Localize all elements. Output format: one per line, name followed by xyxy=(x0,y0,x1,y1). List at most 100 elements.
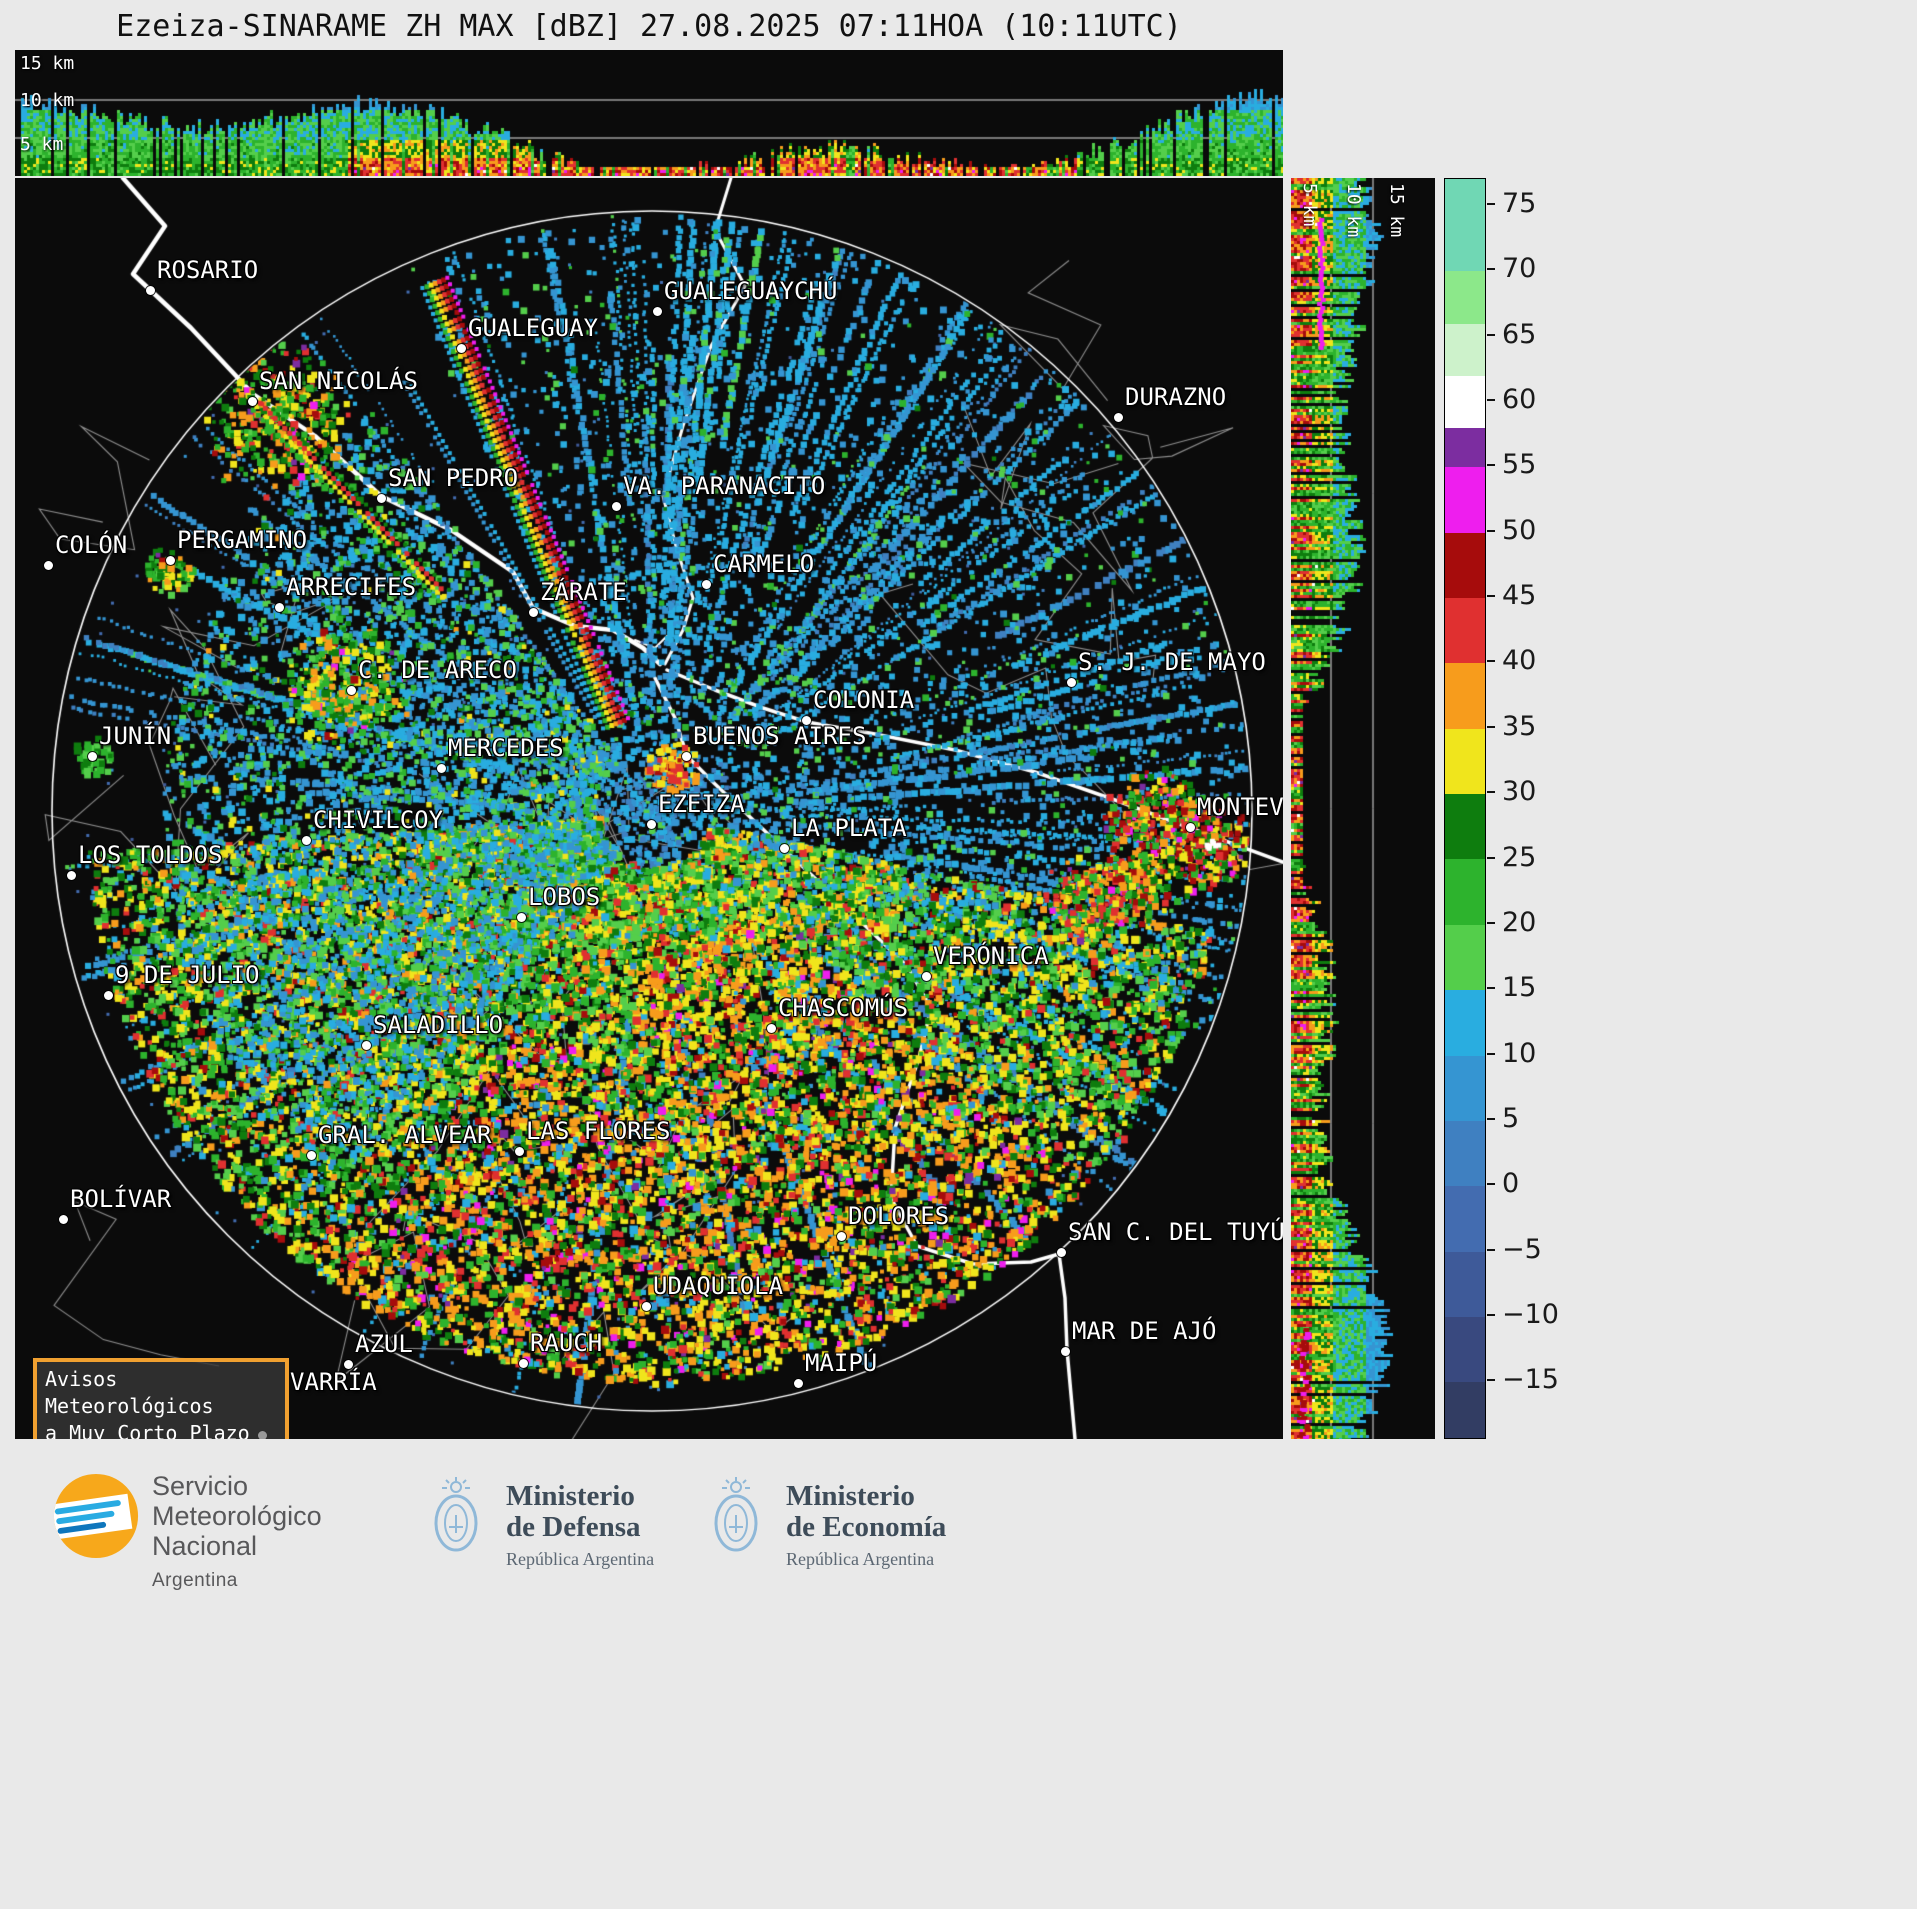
city-label: GRAL. ALVEAR xyxy=(318,1121,492,1149)
city-label: JUNÍN xyxy=(99,722,172,750)
city-label: 9 DE JULIO xyxy=(115,961,260,989)
ministry-line-2: de Defensa xyxy=(506,1511,641,1543)
city-label: SALADILLO xyxy=(373,1011,504,1039)
city-marker-dot xyxy=(794,1379,803,1388)
colorbar-segment xyxy=(1445,270,1485,324)
argentina-crest-icon xyxy=(714,1477,758,1552)
city-label: ARRECIFES xyxy=(286,573,417,601)
ew-cross-section-canvas xyxy=(15,50,1283,176)
city-marker-dot xyxy=(922,972,931,981)
ns-cross-section-canvas xyxy=(1291,178,1435,1439)
city-marker-dot xyxy=(517,913,526,922)
city-label: GUALEGUAYCHÚ xyxy=(664,277,838,305)
argentina-crest-icon xyxy=(434,1477,478,1552)
city-label: LOBOS xyxy=(528,883,601,911)
smn-country: Argentina xyxy=(152,1570,238,1591)
colorbar-tick-mark xyxy=(1487,987,1495,990)
colorbar-tick-mark xyxy=(1487,1313,1495,1316)
footer: Servicio Meteorológico Nacional Argentin… xyxy=(0,1439,1917,1909)
city-label: CARMELO xyxy=(713,550,815,578)
city-marker-dot xyxy=(519,1359,528,1368)
city-label: CHIVILCOY xyxy=(313,806,444,834)
smn-line-1: Servicio xyxy=(152,1471,249,1501)
colorbar-tick-mark xyxy=(1487,268,1495,271)
city-label: EZEIZA xyxy=(658,790,745,818)
city-marker-dot xyxy=(377,494,386,503)
city-label: UDAQUIOLA xyxy=(653,1272,784,1300)
city-marker-dot xyxy=(1067,678,1076,687)
colorbar-tick-label: 45 xyxy=(1502,580,1537,612)
city-label: ZÁRATE xyxy=(540,578,627,606)
height-label-10km: 10 km xyxy=(1343,183,1364,238)
city-marker-dot xyxy=(104,991,113,1000)
dbz-colorbar: 75 70 65 60 55 50 45 40 35 30 25 20 15 10 5 0 −5 −10 −15 xyxy=(1444,178,1574,1439)
city-marker-dot xyxy=(347,686,356,695)
ministry-line-1: Ministerio xyxy=(786,1480,915,1512)
height-label-5km: 5 km xyxy=(20,134,64,155)
city-label: RAUCH xyxy=(530,1329,603,1357)
colorbar-tick-label: 10 xyxy=(1502,1037,1537,1069)
city-marker-dot xyxy=(457,344,466,353)
colorbar-segment xyxy=(1445,858,1485,925)
city-label: SAN PEDRO xyxy=(388,464,519,492)
colorbar-tick-mark xyxy=(1487,921,1495,924)
city-marker-dot xyxy=(780,844,789,853)
colorbar-tick-mark xyxy=(1487,725,1495,728)
radar-ppi-canvas xyxy=(15,178,1283,1439)
colorbar-segment xyxy=(1445,1119,1485,1187)
colorbar-tick-label: 25 xyxy=(1502,841,1537,873)
city-label: MAR DE AJÓ xyxy=(1072,1317,1217,1345)
city-marker-dot xyxy=(767,1024,776,1033)
city-marker-dot xyxy=(344,1360,353,1369)
city-label: ROSARIO xyxy=(157,256,259,284)
city-marker-dot xyxy=(146,286,155,295)
city-label: MERCEDES xyxy=(448,734,564,762)
city-marker-dot xyxy=(44,561,53,570)
colorbar-tick-label: −15 xyxy=(1502,1364,1559,1396)
city-marker-dot xyxy=(682,752,691,761)
city-marker-dot xyxy=(837,1232,846,1241)
city-label: CHASCOMÚS xyxy=(778,994,909,1022)
city-marker-dot xyxy=(515,1147,524,1156)
colorbar-tick-label: 75 xyxy=(1502,188,1537,220)
colorbar-segment xyxy=(1445,597,1485,664)
city-marker-dot xyxy=(1114,413,1123,422)
ministry-line-2: de Economía xyxy=(786,1511,947,1543)
colorbar-segment xyxy=(1445,1054,1485,1121)
city-label: BUENOS AIRES xyxy=(693,722,867,750)
page-title: Ezeiza-SINARAME ZH MAX [dBZ] 27.08.2025 … xyxy=(116,9,1182,44)
warning-box[interactable]: Avisos Meteorológicos a Muy Corto Plazo xyxy=(33,1358,289,1439)
radar-ppi-panel: ROSARIO GUALEGUAYCHÚ GUALEGUAY SAN NICOLÁS D… xyxy=(15,178,1283,1439)
city-label: S. J. DE MAYO xyxy=(1078,648,1266,676)
colorbar-tick-label: −5 xyxy=(1502,1233,1542,1265)
colorbar-segment xyxy=(1445,179,1485,272)
colorbar-segment xyxy=(1445,727,1485,795)
city-label: SAN C. DEL TUYÚ xyxy=(1068,1218,1283,1246)
city-label: MONTEV xyxy=(1197,793,1283,821)
colorbar-tick-mark xyxy=(1487,529,1495,532)
city-marker-dot xyxy=(248,397,257,406)
colorbar-tick-mark xyxy=(1487,1248,1495,1251)
height-label-5km: 5 km xyxy=(1299,183,1320,227)
city-label: LOS TOLDOS xyxy=(78,841,223,869)
colorbar-tick-mark xyxy=(1487,595,1495,598)
city-label: DURAZNO xyxy=(1125,383,1227,411)
colorbar-segment xyxy=(1445,375,1485,429)
colorbar-tick-mark xyxy=(1487,1379,1495,1382)
city-label: VERÓNICA xyxy=(933,942,1049,970)
city-label: BOLÍVAR xyxy=(70,1185,172,1213)
ew-cross-section-panel: 15 km 10 km 5 km xyxy=(15,50,1283,176)
colorbar-tick-label: 40 xyxy=(1502,645,1537,677)
city-marker-dot xyxy=(1186,823,1195,832)
city-marker-dot xyxy=(653,307,662,316)
warning-line-2: a Muy Corto Plazo xyxy=(45,1420,277,1439)
city-marker-dot xyxy=(612,502,621,511)
city-label: COLONIA xyxy=(813,686,915,714)
city-label: LA PLATA xyxy=(791,814,907,842)
city-label: C. DE ARECO xyxy=(358,656,517,684)
colorbar-segment xyxy=(1445,989,1485,1056)
colorbar-tick-mark xyxy=(1487,399,1495,402)
colorbar-tick-label: 20 xyxy=(1502,906,1537,938)
smn-line-2: Meteorológico xyxy=(152,1501,322,1531)
